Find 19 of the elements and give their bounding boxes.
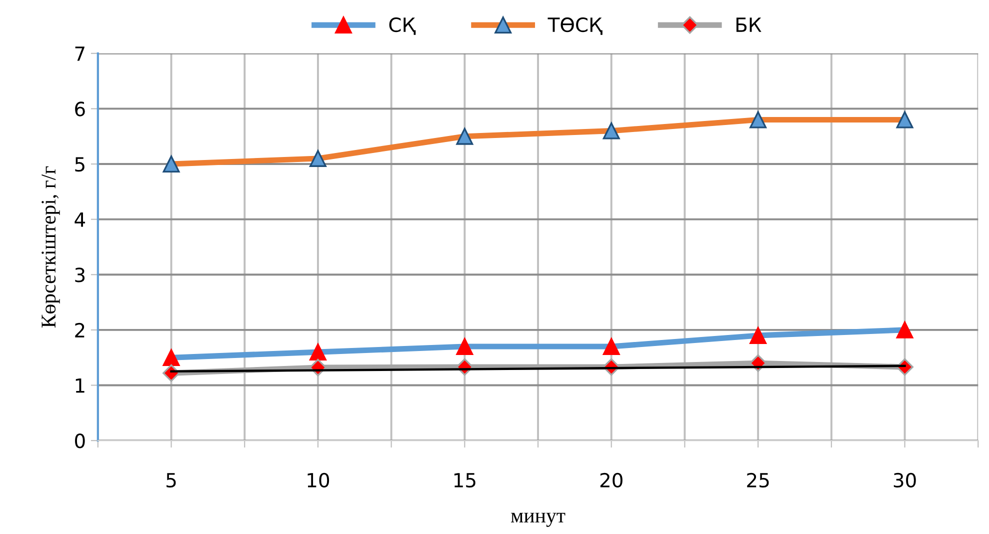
x-tick-label: 15 (454, 473, 476, 488)
x-axis-title: минут (510, 512, 566, 527)
x-tick-label: 30 (894, 472, 916, 488)
y-tick-label: 0 (75, 434, 85, 448)
y-tick-label: 4 (74, 212, 86, 227)
x-tick-label: 5 (166, 473, 176, 488)
y-tick-label: 2 (75, 322, 84, 338)
legend-label: СҚ (389, 17, 416, 35)
x-tick-label: 20 (600, 472, 622, 488)
y-tick-label: 7 (75, 46, 84, 61)
y-tick-label: 5 (75, 157, 84, 172)
legend-label: БК (736, 18, 762, 32)
legend-label: ТӨСҚ (548, 17, 602, 35)
x-tick-label: 10 (308, 472, 330, 488)
y-tick-label: 3 (75, 268, 85, 282)
x-tick-label: 25 (747, 472, 769, 488)
y-tick-label: 1 (76, 378, 84, 393)
y-tick-label: 6 (75, 102, 85, 116)
y-axis-title: Көрсеткіштері, г/г (42, 166, 60, 328)
